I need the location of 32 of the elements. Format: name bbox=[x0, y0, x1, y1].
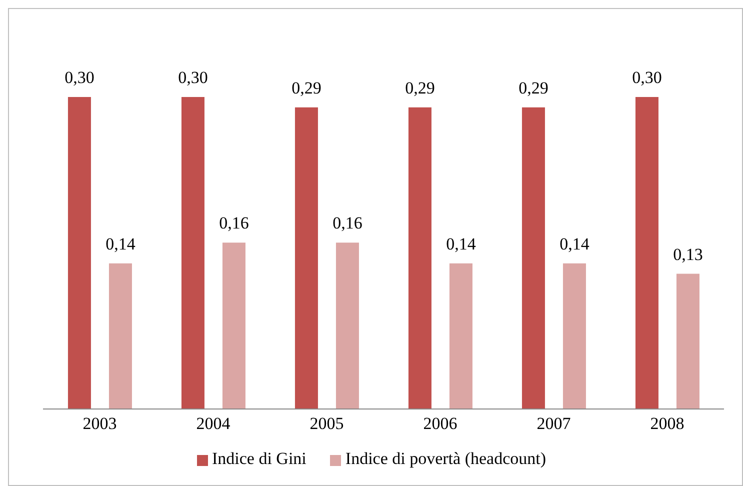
bar bbox=[676, 274, 700, 409]
data-label: 0,30 bbox=[632, 68, 662, 87]
data-label: 0,13 bbox=[673, 244, 703, 264]
bar bbox=[108, 263, 132, 409]
bar bbox=[562, 263, 586, 409]
bar bbox=[449, 263, 472, 409]
data-label: 0,14 bbox=[560, 234, 590, 254]
data-label: 0,29 bbox=[405, 78, 435, 98]
bar bbox=[294, 107, 318, 409]
data-label: 0,14 bbox=[446, 234, 476, 254]
legend-label: Indice di povertà (headcount) bbox=[345, 449, 546, 468]
data-label: 0,29 bbox=[518, 78, 548, 98]
bar bbox=[181, 97, 204, 409]
bar bbox=[522, 107, 545, 409]
data-label: 0,30 bbox=[64, 68, 94, 87]
data-label: 0,14 bbox=[106, 234, 136, 254]
x-tick-label: 2006 bbox=[423, 414, 458, 434]
x-tick-label: 2005 bbox=[310, 414, 344, 434]
x-tick-label: 2004 bbox=[196, 414, 231, 434]
bar bbox=[336, 242, 359, 409]
data-label: 0,29 bbox=[292, 78, 322, 98]
bar bbox=[408, 107, 432, 409]
bar bbox=[222, 242, 246, 409]
bar bbox=[68, 97, 91, 409]
x-tick-label: 2003 bbox=[82, 414, 117, 434]
bar bbox=[635, 97, 658, 409]
legend-label: Indice di Gini bbox=[212, 449, 306, 468]
data-label: 0,16 bbox=[332, 214, 362, 233]
x-tick-label: 2008 bbox=[650, 414, 684, 434]
data-label: 0,30 bbox=[178, 68, 208, 87]
data-label: 0,16 bbox=[219, 214, 249, 233]
x-tick-label: 2007 bbox=[536, 414, 572, 434]
